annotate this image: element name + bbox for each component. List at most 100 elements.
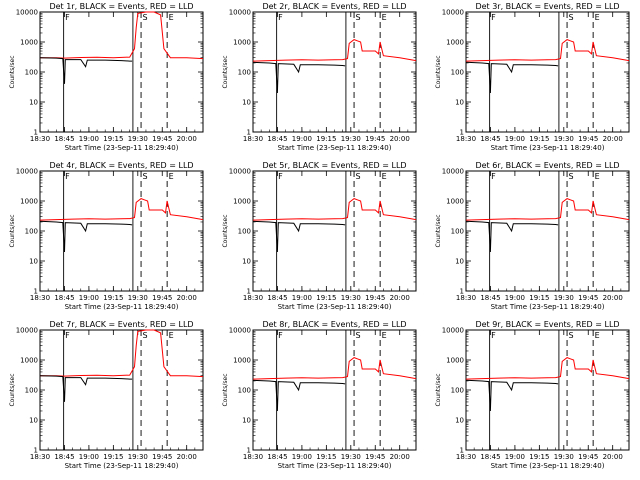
vertical-marker-label: F — [491, 13, 496, 22]
y-tick-label: 10 — [242, 417, 251, 425]
plot-frame — [252, 11, 417, 133]
y-tick-label: 10000 — [442, 9, 464, 17]
vertical-marker-label: S — [143, 13, 148, 22]
vertical-marker-label: E — [382, 172, 387, 181]
x-tick-label: 20:00 — [603, 135, 623, 143]
vertical-marker-label: F — [65, 13, 70, 22]
x-tick-label: 18:45 — [480, 135, 500, 143]
vertical-marker-label: E — [169, 331, 174, 340]
y-tick-label: 1 — [34, 129, 38, 137]
y-tick-label: 100 — [25, 228, 38, 236]
x-tick-label: 19:45 — [365, 135, 385, 143]
y-tick-label: 10 — [242, 258, 251, 266]
vertical-marker-label: F — [278, 331, 283, 340]
panel-title: Det 6r, BLACK = Events, RED = LLD — [475, 161, 619, 170]
panel-title: Det 3r, BLACK = Events, RED = LLD — [475, 2, 619, 11]
series-lld-line — [252, 198, 417, 221]
x-tick-label: 19:00 — [505, 294, 525, 302]
y-tick-label: 1000 — [20, 357, 38, 365]
series-events-line — [252, 61, 346, 94]
y-tick-label: 10 — [455, 417, 464, 425]
x-tick-label: 19:45 — [578, 294, 598, 302]
panel-2: Det 2r, BLACK = Events, RED = LLD 1 10 100 1… — [222, 2, 417, 152]
x-tick-label: 19:45 — [152, 135, 172, 143]
y-axis-label: Counts/sec — [222, 55, 229, 88]
y-axis-label: Counts/sec — [435, 373, 442, 406]
panel-title: Det 9r, BLACK = Events, RED = LLD — [475, 320, 619, 329]
x-tick-label: 19:45 — [365, 294, 385, 302]
x-tick-label: 18:45 — [480, 294, 500, 302]
vertical-marker-label: F — [491, 331, 496, 340]
panel-3: Det 3r, BLACK = Events, RED = LLD 1 10 100 1… — [435, 2, 630, 152]
y-tick-label: 100 — [451, 228, 464, 236]
y-tick-label: 10000 — [16, 327, 38, 335]
y-tick-label: 10000 — [229, 327, 251, 335]
y-tick-label: 100 — [238, 387, 251, 395]
panel-title: Det 1r, BLACK = Events, RED = LLD — [49, 2, 193, 11]
y-tick-label: 1000 — [233, 39, 251, 47]
series-events-line — [39, 220, 133, 253]
y-tick-label: 1 — [460, 129, 464, 137]
x-axis-label: Start Time (23-Sep-11 18:29:40) — [278, 144, 392, 152]
x-tick-label: 18:30 — [456, 294, 476, 302]
x-tick-label: 20:00 — [390, 453, 410, 461]
y-tick-label: 1000 — [20, 198, 38, 206]
y-tick-label: 10 — [29, 258, 38, 266]
x-axis-label: Start Time (23-Sep-11 18:29:40) — [65, 144, 179, 152]
vertical-marker-label: F — [278, 13, 283, 22]
x-tick-label: 18:45 — [54, 135, 74, 143]
plot-frame — [252, 329, 417, 451]
x-tick-label: 19:00 — [505, 453, 525, 461]
vertical-marker-label: E — [169, 13, 174, 22]
x-tick-label: 19:15 — [529, 294, 549, 302]
y-tick-label: 10000 — [229, 9, 251, 17]
x-tick-label: 19:45 — [152, 294, 172, 302]
y-tick-label: 10 — [455, 99, 464, 107]
x-tick-label: 20:00 — [603, 453, 623, 461]
panel-title: Det 4r, BLACK = Events, RED = LLD — [49, 161, 193, 170]
y-tick-label: 1 — [247, 447, 251, 455]
x-tick-label: 19:45 — [578, 135, 598, 143]
x-tick-label: 18:45 — [54, 294, 74, 302]
x-tick-label: 18:30 — [30, 135, 50, 143]
vertical-marker-label: S — [356, 13, 361, 22]
x-tick-label: 18:30 — [456, 453, 476, 461]
x-tick-label: 19:15 — [316, 135, 336, 143]
x-tick-label: 18:30 — [243, 294, 263, 302]
y-tick-label: 1 — [247, 288, 251, 296]
x-tick-label: 20:00 — [177, 135, 197, 143]
panel-7: Det 7r, BLACK = Events, RED = LLD 1 10 100 1… — [9, 320, 204, 470]
series-events-line — [465, 379, 559, 412]
vertical-marker-label: F — [65, 172, 70, 181]
panel-8: Det 8r, BLACK = Events, RED = LLD 1 10 100 1… — [222, 320, 417, 470]
series-lld-line — [465, 357, 630, 380]
y-tick-label: 100 — [238, 69, 251, 77]
y-tick-label: 1 — [460, 288, 464, 296]
plot-frame — [252, 170, 417, 292]
series-events-line — [465, 61, 559, 94]
panel-title: Det 5r, BLACK = Events, RED = LLD — [262, 161, 406, 170]
plot-frame — [39, 170, 204, 292]
x-axis-label: Start Time (23-Sep-11 18:29:40) — [278, 462, 392, 470]
x-tick-label: 18:30 — [30, 294, 50, 302]
y-tick-label: 1000 — [233, 357, 251, 365]
x-tick-label: 19:15 — [103, 294, 123, 302]
series-lld-line — [252, 39, 417, 62]
vertical-marker-label: S — [569, 172, 574, 181]
panel-1: Det 1r, BLACK = Events, RED = LLD 1 10 100 1… — [9, 2, 204, 152]
x-tick-label: 18:45 — [267, 135, 287, 143]
x-tick-label: 19:30 — [554, 294, 574, 302]
x-tick-label: 18:30 — [30, 453, 50, 461]
x-tick-label: 19:15 — [529, 135, 549, 143]
x-tick-label: 19:30 — [341, 294, 361, 302]
x-tick-label: 19:30 — [128, 294, 148, 302]
vertical-marker-label: F — [65, 331, 70, 340]
series-lld-line — [465, 198, 630, 221]
plot-frame — [465, 170, 630, 292]
y-tick-label: 10000 — [442, 327, 464, 335]
y-tick-label: 1000 — [446, 39, 464, 47]
y-tick-label: 100 — [25, 69, 38, 77]
x-tick-label: 19:30 — [128, 453, 148, 461]
vertical-marker-label: E — [169, 172, 174, 181]
